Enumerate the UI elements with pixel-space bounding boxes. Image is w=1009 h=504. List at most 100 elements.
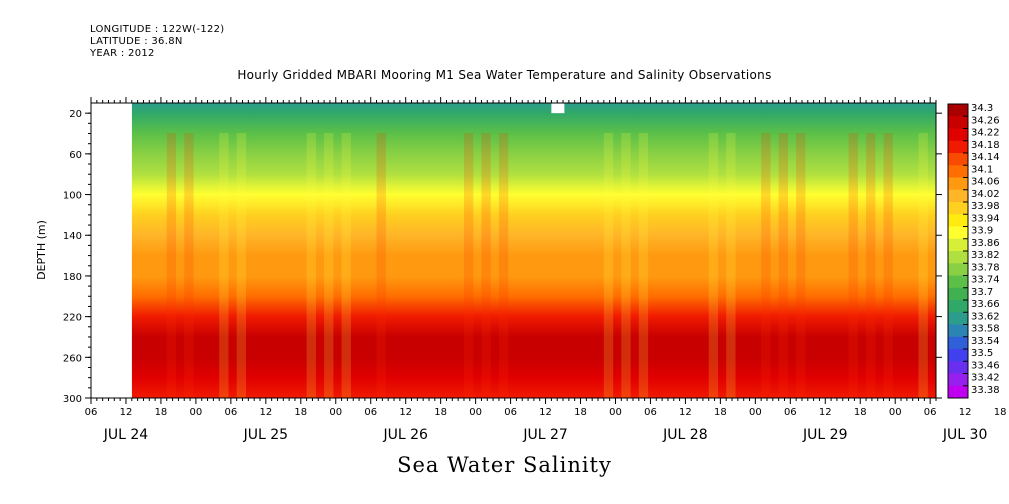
variability-band	[603, 133, 614, 398]
no-data-region	[91, 103, 132, 398]
x-tick-label: 12	[679, 407, 692, 418]
variability-band	[866, 133, 876, 398]
variability-band	[796, 133, 806, 398]
x-tick-label: 18	[994, 407, 1007, 418]
variability-band	[166, 133, 177, 398]
y-tick-label: 220	[63, 313, 82, 324]
colorbar-label: 33.58	[971, 324, 1000, 335]
x-tick-label: 00	[190, 407, 203, 418]
colorbar-label: 33.9	[971, 226, 993, 237]
x-day-label: JUL 29	[802, 427, 847, 443]
colorbar-swatch	[948, 385, 968, 399]
chart-title: Hourly Gridded MBARI Mooring M1 Sea Wate…	[237, 68, 772, 82]
y-tick-label: 260	[63, 353, 82, 364]
colorbar-swatch	[948, 165, 968, 178]
longitude-label: LONGITUDE : 122W(-122)	[90, 24, 225, 35]
colorbar-label: 34.18	[971, 140, 1000, 151]
variability-band	[848, 133, 858, 398]
colorbar-swatch	[948, 189, 968, 203]
x-tick-label: 12	[539, 407, 552, 418]
variability-band	[761, 133, 771, 398]
colorbar-label: 33.98	[971, 201, 1000, 212]
variability-band	[236, 133, 247, 398]
x-day-label: JUL 26	[382, 427, 428, 443]
salinity-field	[131, 103, 936, 398]
variability-band	[621, 133, 631, 398]
x-tick-label: 12	[399, 407, 412, 418]
colorbar-label: 34.06	[971, 177, 1000, 188]
colorbar-label: 34.14	[971, 152, 1000, 163]
x-tick-label: 06	[364, 407, 377, 418]
variability-band	[463, 133, 474, 398]
colorbar-swatch	[948, 361, 968, 374]
x-day-label: JUL 27	[522, 427, 567, 443]
variability-band	[341, 133, 351, 398]
colorbar-swatch	[948, 300, 968, 313]
colorbar-label: 33.5	[971, 348, 993, 359]
colorbar-label: 34.02	[971, 189, 1000, 200]
x-tick-label: 12	[819, 407, 832, 418]
y-tick-label: 20	[69, 109, 82, 120]
y-tick-label: 180	[63, 272, 82, 283]
chart-caption: Sea Water Salinity	[397, 453, 612, 477]
colorbar-swatch	[948, 336, 968, 350]
x-tick-label: 06	[924, 407, 937, 418]
y-tick-label: 60	[69, 150, 82, 161]
variability-band	[184, 133, 194, 398]
colorbar-label: 33.74	[971, 275, 1000, 286]
x-tick-label: 00	[469, 407, 482, 418]
x-tick-label: 18	[434, 407, 447, 418]
variability-band	[708, 133, 719, 398]
colorbar-label: 33.62	[971, 311, 1000, 322]
x-day-label: JUL 30	[942, 427, 987, 443]
x-tick-label: 12	[959, 407, 972, 418]
colorbar-swatch	[948, 226, 968, 240]
colorbar-label: 33.66	[971, 299, 1000, 310]
colorbar-swatch	[948, 373, 968, 387]
x-tick-label: 06	[224, 407, 237, 418]
x-tick-label: 12	[120, 407, 133, 418]
colorbar-label: 33.82	[971, 250, 1000, 261]
y-tick-label: 140	[63, 231, 82, 242]
variability-band	[306, 133, 316, 398]
colorbar-swatch	[948, 128, 968, 142]
colorbar-swatch	[948, 104, 968, 117]
colorbar-swatch	[948, 263, 968, 276]
colorbar-swatch	[948, 324, 968, 338]
missing-data-block	[551, 103, 565, 114]
colorbar-swatch	[948, 251, 968, 264]
colorbar-label: 33.42	[971, 373, 1000, 384]
y-axis-label: DEPTH (m)	[35, 220, 48, 280]
axes: 20 60 100 140 180 220 260 300 DEPTH (m) 06 12 18 00 0…	[35, 97, 1007, 443]
x-tick-label: 18	[574, 407, 587, 418]
colorbar-swatch	[948, 287, 968, 301]
colorbar-swatch	[948, 275, 968, 289]
colorbar-swatch	[948, 214, 968, 227]
y-tick-label: 100	[63, 191, 82, 202]
colorbar-swatch	[948, 349, 968, 362]
variability-band	[918, 133, 928, 398]
variability-band	[498, 133, 509, 398]
colorbar-label: 34.22	[971, 128, 1000, 139]
variability-band	[376, 133, 386, 398]
variability-bands	[166, 133, 928, 398]
colorbar-label: 34.1	[971, 164, 993, 175]
variability-band	[726, 133, 736, 398]
x-tick-label: 18	[854, 407, 867, 418]
variability-band	[638, 133, 649, 398]
x-tick-label: 00	[889, 407, 902, 418]
colorbar-swatch	[948, 116, 968, 129]
colorbar-label: 33.86	[971, 238, 1000, 249]
x-tick-label: 18	[155, 407, 168, 418]
plot-frame	[90, 102, 937, 399]
x-tick-label: 06	[644, 407, 657, 418]
colorbar-label: 33.38	[971, 385, 1000, 396]
y-tick-label: 300	[63, 394, 82, 405]
x-day-label: JUL 25	[243, 427, 288, 443]
latitude-label: LATITUDE : 36.8N	[90, 36, 183, 47]
x-tick-label: 00	[329, 407, 342, 418]
colorbar: 34.334.2634.2234.1834.1434.134.0634.0233…	[947, 103, 1000, 399]
variability-band	[481, 133, 491, 398]
colorbar-label: 33.46	[971, 360, 1000, 371]
